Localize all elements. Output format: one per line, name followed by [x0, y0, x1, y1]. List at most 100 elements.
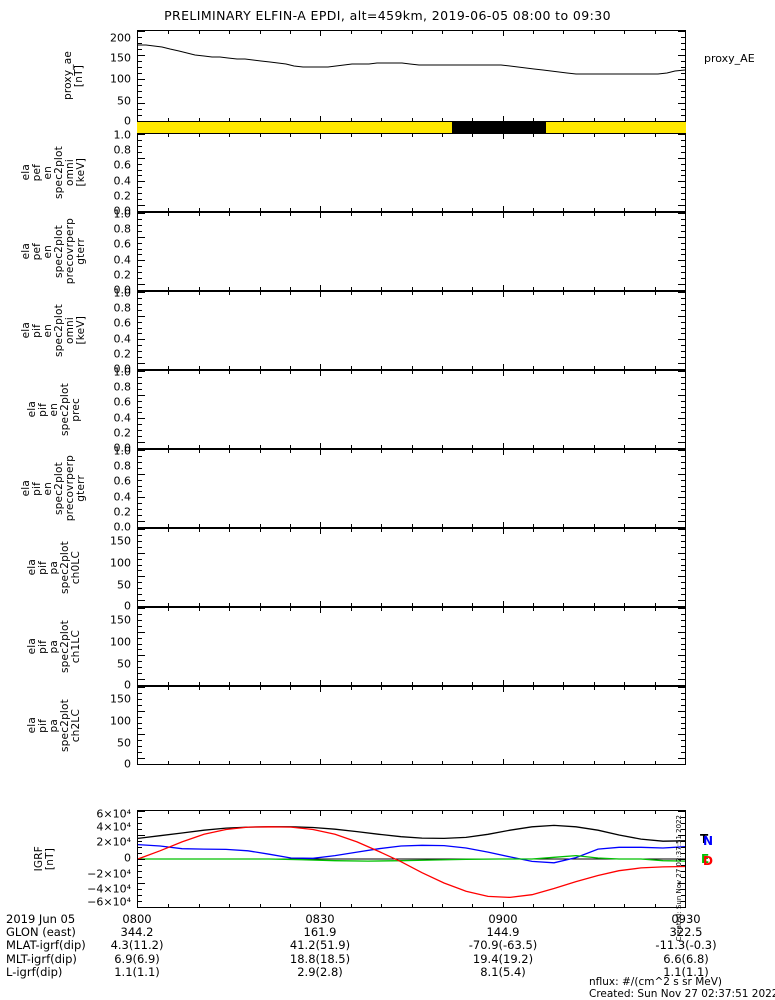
axis-tick	[138, 170, 142, 171]
ytick-label: 2×10⁴	[96, 835, 131, 849]
axis-tick	[138, 723, 142, 724]
axis-tick	[320, 206, 321, 211]
axis-tick	[138, 638, 142, 639]
axis-tick	[138, 503, 142, 504]
ytick-label: 0.6	[113, 158, 132, 172]
axis-tick	[624, 445, 625, 448]
axis-tick	[442, 31, 443, 34]
axis-tick	[681, 140, 685, 141]
igrf-trace-T	[138, 824, 685, 842]
axis-tick	[351, 31, 352, 34]
ytitle-part: ch2LC	[69, 708, 82, 743]
axis-tick	[681, 644, 685, 645]
axis-tick	[138, 383, 142, 384]
panel-7-left-ticks	[138, 529, 145, 607]
axis-tick	[594, 213, 595, 216]
panel-ela-pif-pa-ch1lc	[137, 607, 686, 686]
axis-tick	[442, 904, 443, 907]
panel-9-title: ela pif pa spec2plot ch2LC	[20, 686, 88, 765]
axis-tick	[381, 450, 382, 453]
axis-tick	[138, 673, 142, 674]
axis-tick	[442, 287, 443, 290]
ytitle-part: spec2plot	[58, 541, 71, 594]
ytick-label: 0.0	[113, 283, 132, 297]
l-value-1: 2.9(2.8)	[297, 964, 343, 979]
axis-tick	[678, 284, 685, 285]
axis-tick	[229, 524, 230, 527]
axis-tick	[351, 287, 352, 290]
mlt-value-3: 6.6(6.8)	[663, 951, 709, 966]
axis-tick	[199, 529, 200, 532]
axis-tick	[681, 254, 685, 255]
ytitle-part: pif	[36, 718, 49, 733]
axis-tick	[655, 608, 656, 611]
axis-tick	[320, 371, 321, 376]
panel-ela-pef-en-omni	[137, 133, 686, 212]
axis-tick	[681, 699, 685, 700]
axis-tick	[290, 287, 291, 290]
axis-tick	[563, 445, 564, 448]
panel-igrf-ytick-labels: 6×10⁴ 4×10⁴ 2×10⁴ 0 −2×10⁴ −4×10⁴ −6×10⁴	[60, 808, 134, 908]
panel-8-title: ela pif pa spec2plot ch1LC	[20, 607, 88, 686]
glon-value-1: 161.9	[303, 925, 337, 940]
axis-tick	[138, 582, 142, 583]
axis-tick	[412, 682, 413, 685]
mlat-value-0: 4.3(11.2)	[110, 938, 164, 953]
axis-tick	[138, 521, 145, 522]
ytick-label: 0	[124, 678, 131, 692]
page-title: PRELIMINARY ELFIN-A EPDI, alt=459km, 201…	[164, 8, 611, 23]
axis-tick	[381, 608, 382, 611]
axis-tick	[563, 213, 564, 216]
axis-tick	[678, 260, 685, 261]
axis-tick	[678, 292, 685, 293]
axis-tick	[138, 515, 142, 516]
axis-tick	[168, 31, 169, 34]
axis-tick	[138, 377, 142, 378]
axis-tick	[472, 134, 473, 137]
axis-tick	[138, 456, 142, 457]
axis-tick	[678, 600, 685, 601]
axis-tick	[229, 445, 230, 448]
axis-tick	[594, 608, 595, 611]
axis-tick	[199, 292, 200, 295]
panel-6-title: ela pif en spec2plot precovrperp gterr	[20, 449, 88, 528]
axis-tick	[681, 667, 685, 668]
axis-tick	[533, 450, 534, 453]
axis-tick	[594, 287, 595, 290]
axis-tick	[138, 594, 142, 595]
axis-tick	[503, 902, 504, 907]
panel-7-right-ticks	[678, 529, 685, 607]
axis-tick	[290, 450, 291, 453]
axis-tick	[320, 529, 321, 534]
axis-tick	[472, 118, 473, 121]
time-axis-table: 2019 Jun 05 0800 0830 0900 0930 GLON (ea…	[0, 912, 775, 979]
axis-tick	[199, 608, 200, 611]
axis-tick	[681, 278, 685, 279]
axis-tick	[563, 524, 564, 527]
axis-tick	[442, 687, 443, 690]
axis-tick	[199, 687, 200, 690]
axis-tick	[381, 366, 382, 369]
axis-tick	[229, 118, 230, 121]
axis-tick	[412, 761, 413, 764]
ytitle-part: pif	[36, 639, 49, 654]
axis-tick	[655, 213, 656, 216]
mlt-value-2: 19.4(19.2)	[472, 951, 534, 966]
axis-tick	[563, 118, 564, 121]
axis-tick	[138, 181, 145, 182]
axis-tick	[624, 524, 625, 527]
axis-tick	[138, 260, 145, 261]
axis-tick	[655, 904, 656, 907]
axis-tick	[624, 904, 625, 907]
axis-row-label-l: L-igrf(dip)	[6, 964, 63, 979]
panel-4-ytick-labels: 1.0 0.8 0.6 0.4 0.2 0.0	[88, 287, 134, 375]
glon-value-2: 144.9	[486, 925, 520, 940]
axis-tick	[442, 524, 443, 527]
axis-tick	[594, 811, 595, 814]
axis-tick	[681, 541, 685, 542]
mlt-value-0: 6.9(6.9)	[114, 951, 160, 966]
axis-tick	[681, 614, 685, 615]
axis-tick	[138, 565, 142, 566]
axis-tick	[442, 811, 443, 814]
axis-tick	[199, 371, 200, 374]
